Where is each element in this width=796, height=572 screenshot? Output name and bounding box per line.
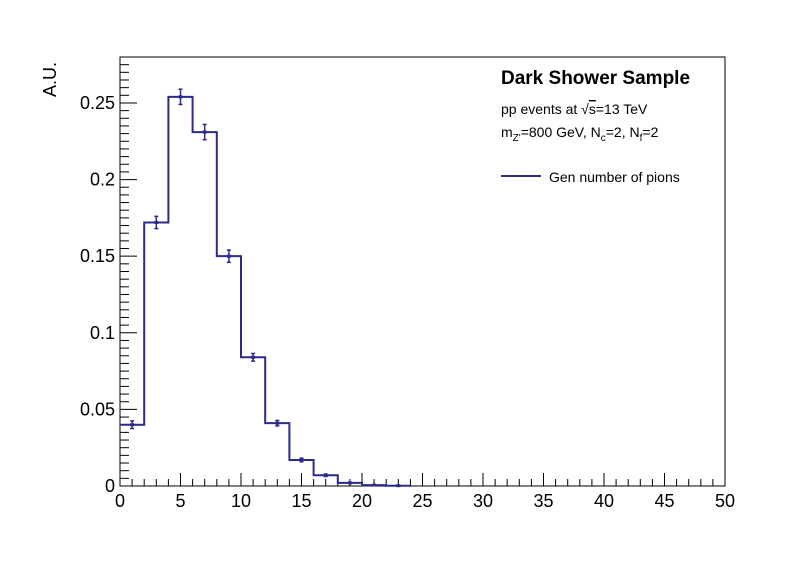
error-bar: [396, 484, 401, 488]
error-bar: [347, 481, 352, 485]
error-bar: [251, 352, 256, 362]
bin-marker: [396, 484, 401, 488]
error-bar: [178, 88, 183, 106]
y-tick-label: 0.05: [80, 399, 115, 419]
bin-marker: [251, 355, 256, 359]
y-tick-label: 0.15: [80, 246, 115, 266]
energy-info-line: pp events at √s=13 TeV: [501, 101, 648, 117]
x-tick-label: 25: [412, 491, 432, 511]
error-bar: [372, 483, 377, 487]
x-tick-label: 5: [175, 491, 185, 511]
error-bar: [226, 249, 231, 264]
bin-marker: [226, 254, 231, 258]
parameters-info-line: mZ'=800 GeV, Nc=2, Nf=2: [501, 124, 659, 144]
error-bar: [275, 419, 280, 427]
y-tick-label: 0.25: [80, 93, 115, 113]
error-bar: [323, 473, 328, 478]
error-bar: [299, 457, 304, 463]
x-tick-label: 10: [231, 491, 251, 511]
legend-label: Gen number of pions: [549, 169, 680, 185]
x-tick-label: 45: [654, 491, 674, 511]
x-tick-label: 40: [594, 491, 614, 511]
bin-marker: [275, 421, 280, 425]
y-tick-label: 0.2: [90, 170, 115, 190]
histogram-line: [120, 95, 411, 487]
bin-marker: [299, 458, 304, 462]
x-axis-ticks: 0 5 10 15 20 25 30 35 40 45 50: [115, 473, 735, 511]
bin-marker: [178, 95, 183, 99]
histogram-series: [120, 88, 411, 488]
bin-marker: [323, 473, 328, 477]
bin-marker: [347, 481, 352, 485]
y-axis-title: A.U.: [40, 62, 60, 97]
x-tick-label: 50: [715, 491, 735, 511]
y-tick-label: 0: [105, 476, 115, 496]
bin-marker: [372, 483, 377, 487]
chart-title: Dark Shower Sample: [501, 68, 690, 89]
error-bar: [130, 420, 135, 430]
y-tick-label: 0.1: [90, 323, 115, 343]
plot-frame: [119, 56, 726, 487]
y-axis-ticks: 0 0.05 0.1 0.15 0.2 0.25: [80, 56, 137, 496]
error-bar: [154, 215, 159, 230]
x-tick-label: 20: [352, 491, 372, 511]
x-tick-label: 35: [533, 491, 553, 511]
bin-marker: [154, 220, 159, 224]
x-tick-label: 0: [115, 491, 125, 511]
bin-marker: [202, 130, 207, 134]
x-tick-label: 30: [473, 491, 493, 511]
bin-marker: [130, 423, 135, 427]
error-bar: [202, 123, 207, 141]
x-tick-label: 15: [291, 491, 311, 511]
